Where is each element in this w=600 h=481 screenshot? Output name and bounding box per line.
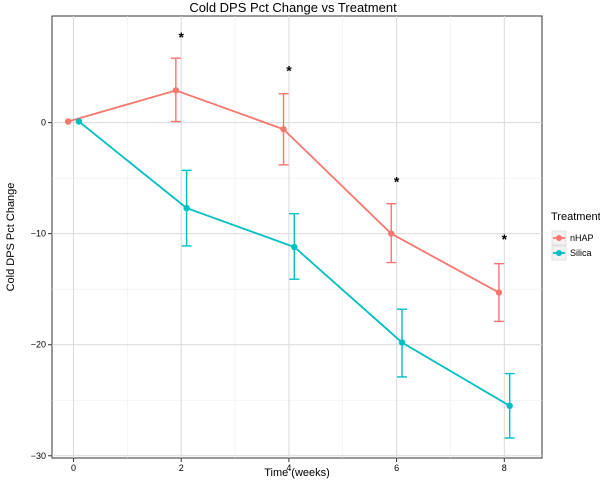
legend: Treatment nHAP Silica: [551, 211, 600, 261]
significance-star: *: [394, 173, 400, 189]
y-tick-label: −20: [31, 340, 46, 350]
legend-label: nHAP: [570, 233, 594, 243]
series-silica: [75, 118, 515, 439]
grid-lines: [52, 16, 542, 458]
data-point: [506, 402, 513, 410]
x-tick-label: 6: [394, 463, 399, 473]
x-axis: 0 2 4 6 8: [71, 458, 507, 473]
y-axis: 0 −10 −20 −30: [31, 118, 52, 461]
data-point: [388, 230, 395, 237]
y-axis-label: Cold DPS Pct Change: [5, 183, 17, 292]
y-tick-label: −30: [31, 451, 46, 461]
data-point: [172, 87, 180, 94]
series-nhap: [64, 57, 504, 323]
data-point: [495, 289, 503, 296]
significance-star: *: [286, 62, 292, 78]
legend-key-point: [556, 235, 562, 241]
data-point: [398, 339, 406, 346]
legend-item-silica: Silica: [551, 245, 592, 261]
x-tick-label: 0: [71, 463, 76, 473]
legend-item-nhap: nHAP: [551, 230, 594, 246]
x-tick-label: 2: [179, 463, 184, 473]
data-point: [291, 243, 298, 251]
significance-star: *: [502, 231, 508, 247]
significance-star: *: [179, 29, 185, 45]
x-axis-label: Time (weeks): [264, 467, 330, 479]
data-point: [64, 118, 72, 125]
chart-title: Cold DPS Pct Change vs Treatment: [189, 0, 397, 15]
legend-title: Treatment: [551, 211, 600, 223]
x-tick-label: 4: [286, 463, 291, 473]
y-tick-label: 0: [41, 118, 46, 128]
annotation-layer: * * * *: [179, 29, 508, 247]
data-point: [183, 204, 190, 212]
series-layer: [64, 57, 515, 439]
legend-key-point: [556, 250, 562, 256]
data-point: [280, 126, 287, 133]
x-tick-label: 8: [502, 463, 507, 473]
data-point: [75, 118, 83, 125]
y-tick-label: −10: [31, 229, 46, 239]
legend-label: Silica: [570, 248, 592, 258]
plot-panel: [51, 15, 543, 459]
